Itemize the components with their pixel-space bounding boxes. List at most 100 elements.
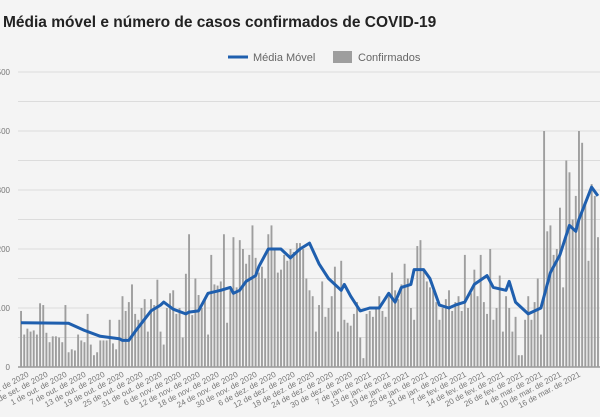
bar-confirmados[interactable] <box>286 260 289 367</box>
legend[interactable]: Média Móvel Confirmados <box>228 51 421 64</box>
bar-confirmados[interactable] <box>137 319 140 367</box>
bar-confirmados[interactable] <box>102 340 105 367</box>
bar-confirmados[interactable] <box>280 269 282 367</box>
bar-confirmados[interactable] <box>448 290 450 367</box>
bar-confirmados[interactable] <box>530 319 533 367</box>
bar-confirmados[interactable] <box>359 337 362 368</box>
bar-confirmados[interactable] <box>581 142 584 367</box>
bar-confirmados[interactable] <box>299 243 301 367</box>
bar-confirmados[interactable] <box>64 305 67 367</box>
bar-confirmados[interactable] <box>45 332 48 367</box>
bar-confirmados[interactable] <box>96 352 99 367</box>
bar-confirmados[interactable] <box>197 295 200 367</box>
bar-confirmados[interactable] <box>219 281 222 367</box>
bar-confirmados[interactable] <box>362 358 365 367</box>
bar-confirmados[interactable] <box>460 310 463 367</box>
bar-confirmados[interactable] <box>590 184 593 367</box>
bar-confirmados[interactable] <box>210 254 213 367</box>
bar-confirmados[interactable] <box>134 313 137 367</box>
bar-confirmados[interactable] <box>508 308 511 367</box>
bar-confirmados[interactable] <box>457 296 460 367</box>
bar-confirmados[interactable] <box>495 308 498 367</box>
bar-confirmados[interactable] <box>314 331 317 367</box>
line-media-movel[interactable] <box>20 185 600 342</box>
bar-confirmados[interactable] <box>169 293 171 367</box>
bar-confirmados[interactable] <box>181 337 184 368</box>
bar-confirmados[interactable] <box>54 336 57 367</box>
bar-confirmados[interactable] <box>267 234 270 367</box>
bar-confirmados[interactable] <box>419 240 422 367</box>
bar-confirmados[interactable] <box>283 254 286 367</box>
bar-confirmados[interactable] <box>115 349 118 367</box>
bar-confirmados[interactable] <box>175 313 178 367</box>
bar-confirmados[interactable] <box>384 316 387 367</box>
bar-confirmados[interactable] <box>451 310 454 367</box>
bar-confirmados[interactable] <box>165 308 168 367</box>
bar-confirmados[interactable] <box>321 281 324 367</box>
bar-confirmados[interactable] <box>387 296 390 367</box>
bar-confirmados[interactable] <box>333 266 336 367</box>
bar-confirmados[interactable] <box>105 340 108 367</box>
bar-confirmados[interactable] <box>375 308 378 367</box>
bar-confirmados[interactable] <box>454 302 457 367</box>
bar-confirmados[interactable] <box>498 275 501 367</box>
bar-confirmados[interactable] <box>343 319 346 367</box>
bar-confirmados[interactable] <box>505 296 508 367</box>
bar-confirmados[interactable] <box>394 290 397 367</box>
bar-confirmados[interactable] <box>216 285 219 367</box>
bar-confirmados[interactable] <box>311 296 314 367</box>
bar-confirmados[interactable] <box>86 313 89 367</box>
bar-confirmados[interactable] <box>295 243 298 367</box>
bar-confirmados[interactable] <box>143 299 146 367</box>
bar-confirmados[interactable] <box>435 302 438 367</box>
bar-confirmados[interactable] <box>276 272 279 367</box>
bar-confirmados[interactable] <box>251 225 254 367</box>
bar-confirmados[interactable] <box>441 308 444 367</box>
bar-confirmados[interactable] <box>346 322 349 367</box>
bar-confirmados[interactable] <box>533 302 536 367</box>
bar-confirmados[interactable] <box>264 278 267 368</box>
bar-confirmados[interactable] <box>578 131 580 367</box>
bar-confirmados[interactable] <box>432 290 435 367</box>
bar-confirmados[interactable] <box>565 160 568 368</box>
bar-confirmados[interactable] <box>270 225 273 367</box>
bar-confirmados[interactable] <box>520 355 523 367</box>
bar-confirmados[interactable] <box>89 344 92 367</box>
bar-confirmados[interactable] <box>486 313 488 367</box>
bar-confirmados[interactable] <box>406 278 409 368</box>
bar-confirmados[interactable] <box>20 310 22 367</box>
bar-confirmados[interactable] <box>121 296 124 367</box>
bar-confirmados[interactable] <box>536 278 539 368</box>
bar-confirmados[interactable] <box>593 195 596 367</box>
bar-confirmados[interactable] <box>422 269 425 367</box>
bar-confirmados[interactable] <box>194 278 197 368</box>
bar-confirmados[interactable] <box>48 342 51 367</box>
bar-confirmados[interactable] <box>261 266 263 367</box>
bar-confirmados[interactable] <box>425 281 428 367</box>
bar-confirmados[interactable] <box>162 344 165 367</box>
bar-confirmados[interactable] <box>32 330 35 367</box>
bar-confirmados[interactable] <box>292 251 295 367</box>
bar-confirmados[interactable] <box>146 331 149 367</box>
bar-confirmados[interactable] <box>29 331 32 367</box>
bar-confirmados[interactable] <box>70 349 73 367</box>
bar-confirmados[interactable] <box>127 302 130 367</box>
bar-confirmados[interactable] <box>476 296 479 367</box>
bar-confirmados[interactable] <box>188 234 191 367</box>
bar-confirmados[interactable] <box>93 355 95 367</box>
bar-confirmados[interactable] <box>273 249 276 367</box>
bar-confirmados[interactable] <box>501 331 504 367</box>
bar-confirmados[interactable] <box>305 278 308 368</box>
bar-confirmados[interactable] <box>112 343 114 367</box>
bar-confirmados[interactable] <box>222 234 225 367</box>
bar-confirmados[interactable] <box>467 308 469 367</box>
bar-confirmados[interactable] <box>191 315 194 367</box>
bar-confirmados[interactable] <box>257 272 260 367</box>
bar-confirmados[interactable] <box>479 254 482 367</box>
bar-confirmados[interactable] <box>368 310 371 367</box>
bar-confirmados[interactable] <box>203 299 206 367</box>
bar-confirmados[interactable] <box>108 319 111 367</box>
bar-confirmados[interactable] <box>349 325 352 367</box>
bar-confirmados[interactable] <box>254 257 257 367</box>
bar-confirmados[interactable] <box>356 302 359 367</box>
